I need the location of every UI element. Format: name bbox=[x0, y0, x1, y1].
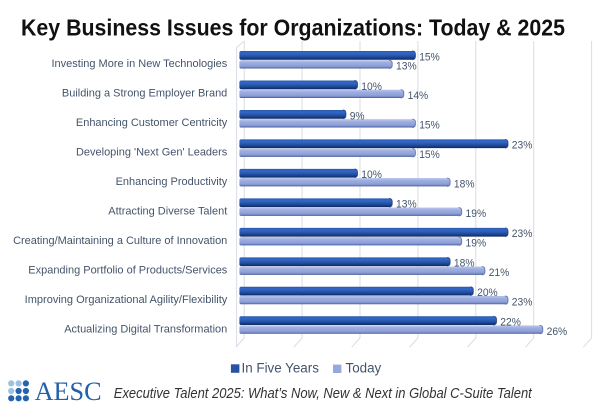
svg-text:19%: 19% bbox=[466, 208, 487, 220]
svg-text:13%: 13% bbox=[396, 61, 417, 73]
svg-text:18%: 18% bbox=[454, 179, 475, 191]
svg-text:Creating/Maintaining a Culture: Creating/Maintaining a Culture of Innova… bbox=[13, 235, 227, 247]
svg-text:14%: 14% bbox=[408, 90, 429, 102]
svg-text:23%: 23% bbox=[512, 140, 533, 152]
svg-text:23%: 23% bbox=[512, 228, 533, 240]
svg-text:Improving Organizational Agili: Improving Organizational Agility/Flexibi… bbox=[25, 294, 228, 306]
svg-text:Enhancing Customer Centricity: Enhancing Customer Centricity bbox=[76, 117, 228, 129]
svg-text:20%: 20% bbox=[477, 287, 498, 299]
svg-text:Actualizing Digital Transforma: Actualizing Digital Transformation bbox=[64, 324, 227, 336]
svg-text:10%: 10% bbox=[361, 169, 382, 181]
svg-text:18%: 18% bbox=[454, 258, 475, 270]
svg-text:AESC: AESC bbox=[35, 377, 102, 406]
svg-text:Executive Talent 2025: What’s: Executive Talent 2025: What’s Now, New &… bbox=[114, 385, 533, 402]
svg-text:Investing More in New Technolo: Investing More in New Technologies bbox=[52, 58, 228, 70]
svg-text:15%: 15% bbox=[419, 51, 440, 63]
svg-text:Key Business Issues for Organi: Key Business Issues for Organizations: T… bbox=[21, 15, 565, 41]
svg-text:Attracting Diverse Talent: Attracting Diverse Talent bbox=[108, 206, 227, 218]
svg-text:26%: 26% bbox=[547, 326, 568, 338]
svg-text:15%: 15% bbox=[419, 149, 440, 161]
svg-text:In Five Years: In Five Years bbox=[242, 361, 320, 376]
svg-text:9%: 9% bbox=[350, 110, 365, 122]
svg-text:13%: 13% bbox=[396, 199, 417, 211]
svg-text:15%: 15% bbox=[419, 120, 440, 132]
svg-text:10%: 10% bbox=[361, 81, 382, 93]
svg-text:Building a Strong Employer Bra: Building a Strong Employer Brand bbox=[62, 88, 227, 100]
svg-text:19%: 19% bbox=[466, 238, 487, 250]
svg-text:Enhancing Productivity: Enhancing Productivity bbox=[116, 176, 228, 188]
svg-text:23%: 23% bbox=[512, 297, 533, 309]
svg-text:Expanding Portfolio of Product: Expanding Portfolio of Products/Services bbox=[28, 265, 227, 277]
svg-text:Developing 'Next Gen' Leaders: Developing 'Next Gen' Leaders bbox=[76, 147, 228, 159]
svg-text:Today: Today bbox=[346, 361, 382, 376]
svg-text:22%: 22% bbox=[500, 317, 521, 329]
svg-text:21%: 21% bbox=[489, 267, 510, 279]
